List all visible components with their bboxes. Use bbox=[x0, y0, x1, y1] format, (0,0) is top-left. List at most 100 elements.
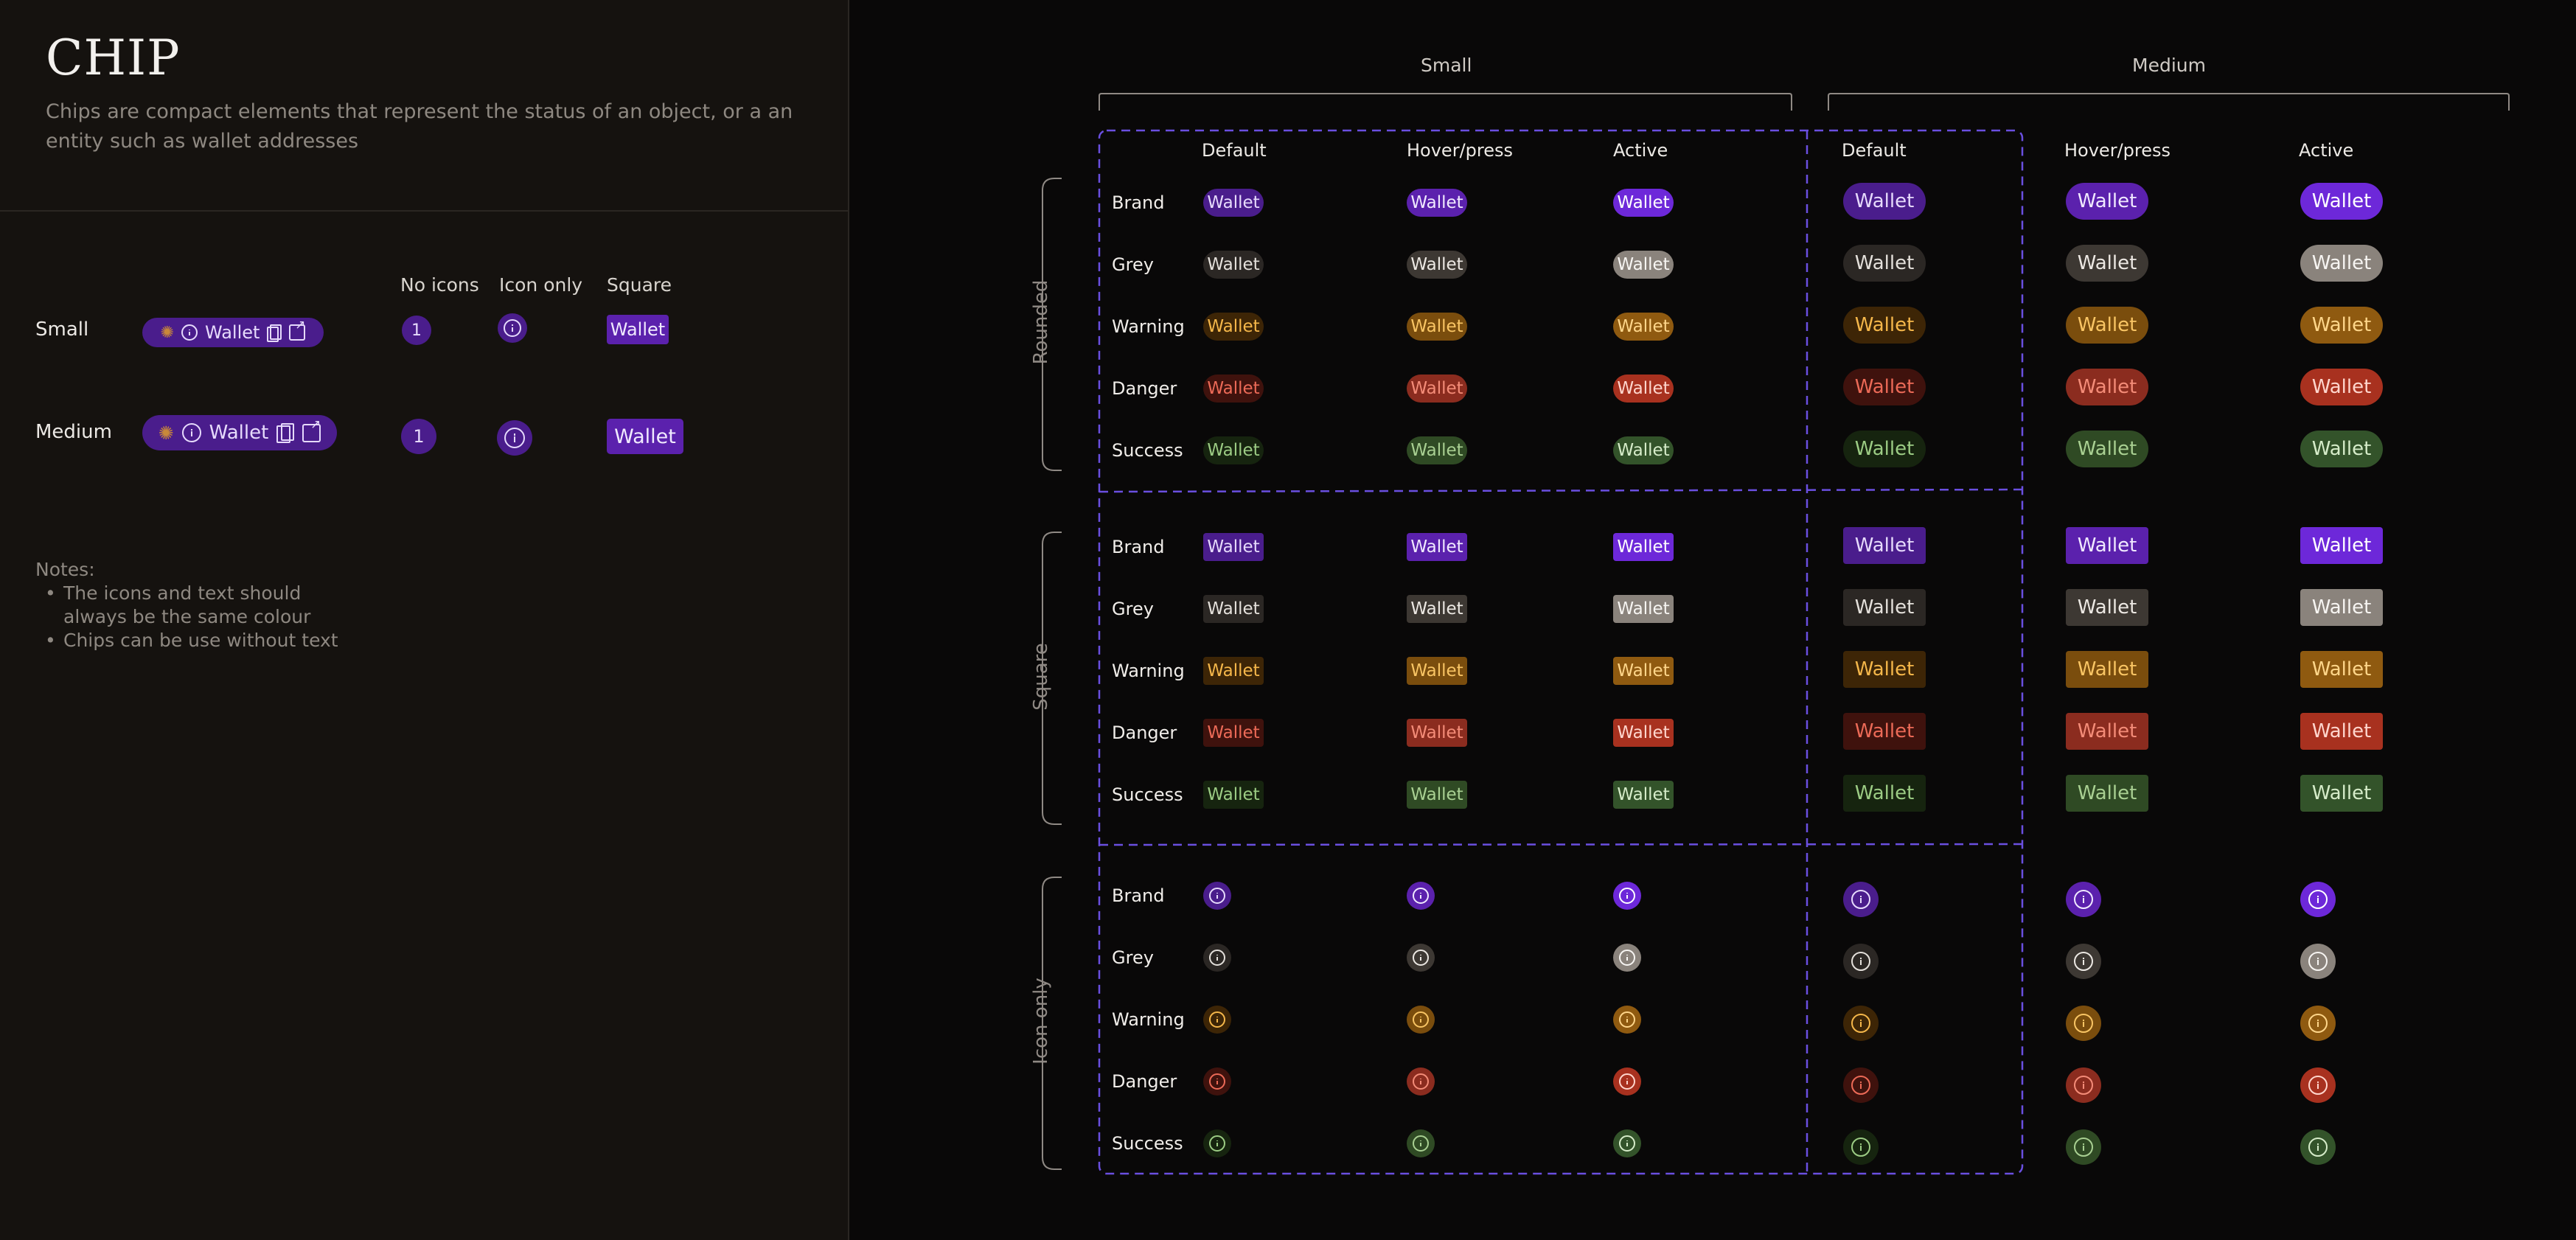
square-chip-success-small-2[interactable]: Wallet bbox=[1613, 781, 1674, 809]
icon-only-chip-warning-medium-0[interactable] bbox=[1843, 1006, 1879, 1041]
icon-only-chip-danger-medium-0[interactable] bbox=[1843, 1067, 1879, 1103]
square-chip-brand-medium-2[interactable]: Wallet bbox=[2300, 527, 2383, 564]
rounded-chip-grey-small-0[interactable]: Wallet bbox=[1203, 251, 1264, 279]
icon-only-chip-success-small-1[interactable] bbox=[1407, 1129, 1435, 1157]
icon-only-chip-danger-small-0[interactable] bbox=[1203, 1067, 1231, 1096]
square-chip-success-medium-2[interactable]: Wallet bbox=[2300, 775, 2383, 812]
icon-only-chip-grey-small-2[interactable] bbox=[1613, 944, 1641, 972]
rounded-chip-brand-small-0[interactable]: Wallet bbox=[1203, 189, 1264, 217]
square-chip-warning-medium-2[interactable]: Wallet bbox=[2300, 651, 2383, 688]
rounded-chip-danger-small-0[interactable]: Wallet bbox=[1203, 375, 1264, 403]
rounded-chip-success-medium-1[interactable]: Wallet bbox=[2066, 431, 2148, 467]
square-chip-danger-small-0[interactable]: Wallet bbox=[1203, 719, 1264, 747]
square-chip-small[interactable]: Wallet bbox=[607, 315, 669, 344]
square-chip-success-medium-1[interactable]: Wallet bbox=[2066, 775, 2148, 812]
square-chip-warning-small-2[interactable]: Wallet bbox=[1613, 657, 1674, 685]
rounded-chip-brand-small-2[interactable]: Wallet bbox=[1613, 189, 1674, 217]
rounded-chip-success-small-0[interactable]: Wallet bbox=[1203, 436, 1264, 464]
count-chip-medium[interactable]: 1 bbox=[401, 419, 436, 454]
rounded-chip-danger-medium-2[interactable]: Wallet bbox=[2300, 369, 2383, 405]
square-chip-success-small-1[interactable]: Wallet bbox=[1407, 781, 1467, 809]
rounded-chip-brand-small-1[interactable]: Wallet bbox=[1407, 189, 1467, 217]
rounded-chip-success-medium-0[interactable]: Wallet bbox=[1843, 431, 1926, 467]
rounded-chip-danger-small-1[interactable]: Wallet bbox=[1407, 375, 1467, 403]
rounded-chip-grey-medium-1[interactable]: Wallet bbox=[2066, 245, 2148, 282]
square-chip-danger-medium-2[interactable]: Wallet bbox=[2300, 713, 2383, 750]
icon-only-chip-brand-medium-1[interactable] bbox=[2066, 882, 2101, 917]
rounded-chip-success-medium-2[interactable]: Wallet bbox=[2300, 431, 2383, 467]
icon-only-chip-brand-small-1[interactable] bbox=[1407, 882, 1435, 910]
square-chip-grey-small-2[interactable]: Wallet bbox=[1613, 595, 1674, 623]
rounded-chip-danger-medium-0[interactable]: Wallet bbox=[1843, 369, 1926, 405]
icon-only-chip-grey-small-1[interactable] bbox=[1407, 944, 1435, 972]
square-chip-warning-medium-0[interactable]: Wallet bbox=[1843, 651, 1926, 688]
square-chip-medium[interactable]: Wallet bbox=[607, 419, 683, 454]
square-chip-success-small-0[interactable]: Wallet bbox=[1203, 781, 1264, 809]
square-chip-warning-small-1[interactable]: Wallet bbox=[1407, 657, 1467, 685]
copy-icon[interactable] bbox=[276, 423, 295, 444]
rounded-chip-brand-medium-0[interactable]: Wallet bbox=[1843, 183, 1926, 220]
rounded-chip-success-small-2[interactable]: Wallet bbox=[1613, 436, 1674, 464]
rounded-chip-warning-small-2[interactable]: Wallet bbox=[1613, 313, 1674, 341]
icon-only-chip-grey-medium-1[interactable] bbox=[2066, 944, 2101, 979]
icon-only-chip-warning-medium-2[interactable] bbox=[2300, 1006, 2336, 1041]
rounded-chip-grey-medium-0[interactable]: Wallet bbox=[1843, 245, 1926, 282]
icon-only-chip-brand-small-2[interactable] bbox=[1613, 882, 1641, 910]
icon-only-chip-danger-small-2[interactable] bbox=[1613, 1067, 1641, 1096]
square-chip-brand-medium-1[interactable]: Wallet bbox=[2066, 527, 2148, 564]
rounded-chip-grey-small-2[interactable]: Wallet bbox=[1613, 251, 1674, 279]
external-link-icon[interactable] bbox=[289, 319, 306, 341]
icon-only-chip-success-medium-2[interactable] bbox=[2300, 1129, 2336, 1165]
icon-only-chip-brand-medium-2[interactable] bbox=[2300, 882, 2336, 917]
icon-only-chip-success-small-0[interactable] bbox=[1203, 1129, 1231, 1157]
square-chip-grey-small-1[interactable]: Wallet bbox=[1407, 595, 1467, 623]
count-chip-small[interactable]: 1 bbox=[402, 316, 431, 345]
rounded-chip-danger-medium-1[interactable]: Wallet bbox=[2066, 369, 2148, 405]
icon-only-chip-grey-medium-2[interactable] bbox=[2300, 944, 2336, 979]
square-chip-warning-small-0[interactable]: Wallet bbox=[1203, 657, 1264, 685]
square-chip-grey-medium-0[interactable]: Wallet bbox=[1843, 589, 1926, 626]
icon-only-chip-grey-medium-0[interactable] bbox=[1843, 944, 1879, 979]
rounded-chip-warning-small-1[interactable]: Wallet bbox=[1407, 313, 1467, 341]
square-chip-grey-medium-1[interactable]: Wallet bbox=[2066, 589, 2148, 626]
icon-only-chip-success-medium-1[interactable] bbox=[2066, 1129, 2101, 1165]
external-link-icon[interactable] bbox=[302, 419, 321, 442]
square-chip-danger-small-2[interactable]: Wallet bbox=[1613, 719, 1674, 747]
square-chip-brand-medium-0[interactable]: Wallet bbox=[1843, 527, 1926, 564]
rounded-chip-warning-medium-2[interactable]: Wallet bbox=[2300, 307, 2383, 344]
copy-icon[interactable] bbox=[267, 324, 282, 343]
square-chip-brand-small-2[interactable]: Wallet bbox=[1613, 533, 1674, 561]
rounded-chip-brand-medium-2[interactable]: Wallet bbox=[2300, 183, 2383, 220]
icon-only-chip-grey-small-0[interactable] bbox=[1203, 944, 1231, 972]
square-chip-danger-medium-1[interactable]: Wallet bbox=[2066, 713, 2148, 750]
square-chip-danger-small-1[interactable]: Wallet bbox=[1407, 719, 1467, 747]
icon-only-chip-warning-medium-1[interactable] bbox=[2066, 1006, 2101, 1041]
square-chip-brand-small-0[interactable]: Wallet bbox=[1203, 533, 1264, 561]
icon-only-chip-success-medium-0[interactable] bbox=[1843, 1129, 1879, 1165]
square-chip-grey-small-0[interactable]: Wallet bbox=[1203, 595, 1264, 623]
icon-only-chip-warning-small-0[interactable] bbox=[1203, 1006, 1231, 1034]
rounded-chip-success-small-1[interactable]: Wallet bbox=[1407, 436, 1467, 464]
rounded-chip-danger-small-2[interactable]: Wallet bbox=[1613, 375, 1674, 403]
rounded-chip-grey-small-1[interactable]: Wallet bbox=[1407, 251, 1467, 279]
icon-only-chip-success-small-2[interactable] bbox=[1613, 1129, 1641, 1157]
square-chip-danger-medium-0[interactable]: Wallet bbox=[1843, 713, 1926, 750]
wallet-chip-medium[interactable]: ✺ Wallet bbox=[142, 415, 337, 450]
icon-only-chip-warning-small-2[interactable] bbox=[1613, 1006, 1641, 1034]
square-chip-warning-medium-1[interactable]: Wallet bbox=[2066, 651, 2148, 688]
rounded-chip-warning-medium-0[interactable]: Wallet bbox=[1843, 307, 1926, 344]
rounded-chip-grey-medium-2[interactable]: Wallet bbox=[2300, 245, 2383, 282]
icon-only-chip-danger-small-1[interactable] bbox=[1407, 1067, 1435, 1096]
icon-only-chip-danger-medium-1[interactable] bbox=[2066, 1067, 2101, 1103]
icon-only-chip-brand-medium-0[interactable] bbox=[1843, 882, 1879, 917]
square-chip-grey-medium-2[interactable]: Wallet bbox=[2300, 589, 2383, 626]
rounded-chip-brand-medium-1[interactable]: Wallet bbox=[2066, 183, 2148, 220]
square-chip-success-medium-0[interactable]: Wallet bbox=[1843, 775, 1926, 812]
rounded-chip-warning-small-0[interactable]: Wallet bbox=[1203, 313, 1264, 341]
icon-only-chip-danger-medium-2[interactable] bbox=[2300, 1067, 2336, 1103]
rounded-chip-warning-medium-1[interactable]: Wallet bbox=[2066, 307, 2148, 344]
icon-only-chip-medium[interactable] bbox=[497, 420, 532, 456]
icon-only-chip-brand-small-0[interactable] bbox=[1203, 882, 1231, 910]
icon-only-chip-small[interactable] bbox=[498, 313, 527, 343]
square-chip-brand-small-1[interactable]: Wallet bbox=[1407, 533, 1467, 561]
